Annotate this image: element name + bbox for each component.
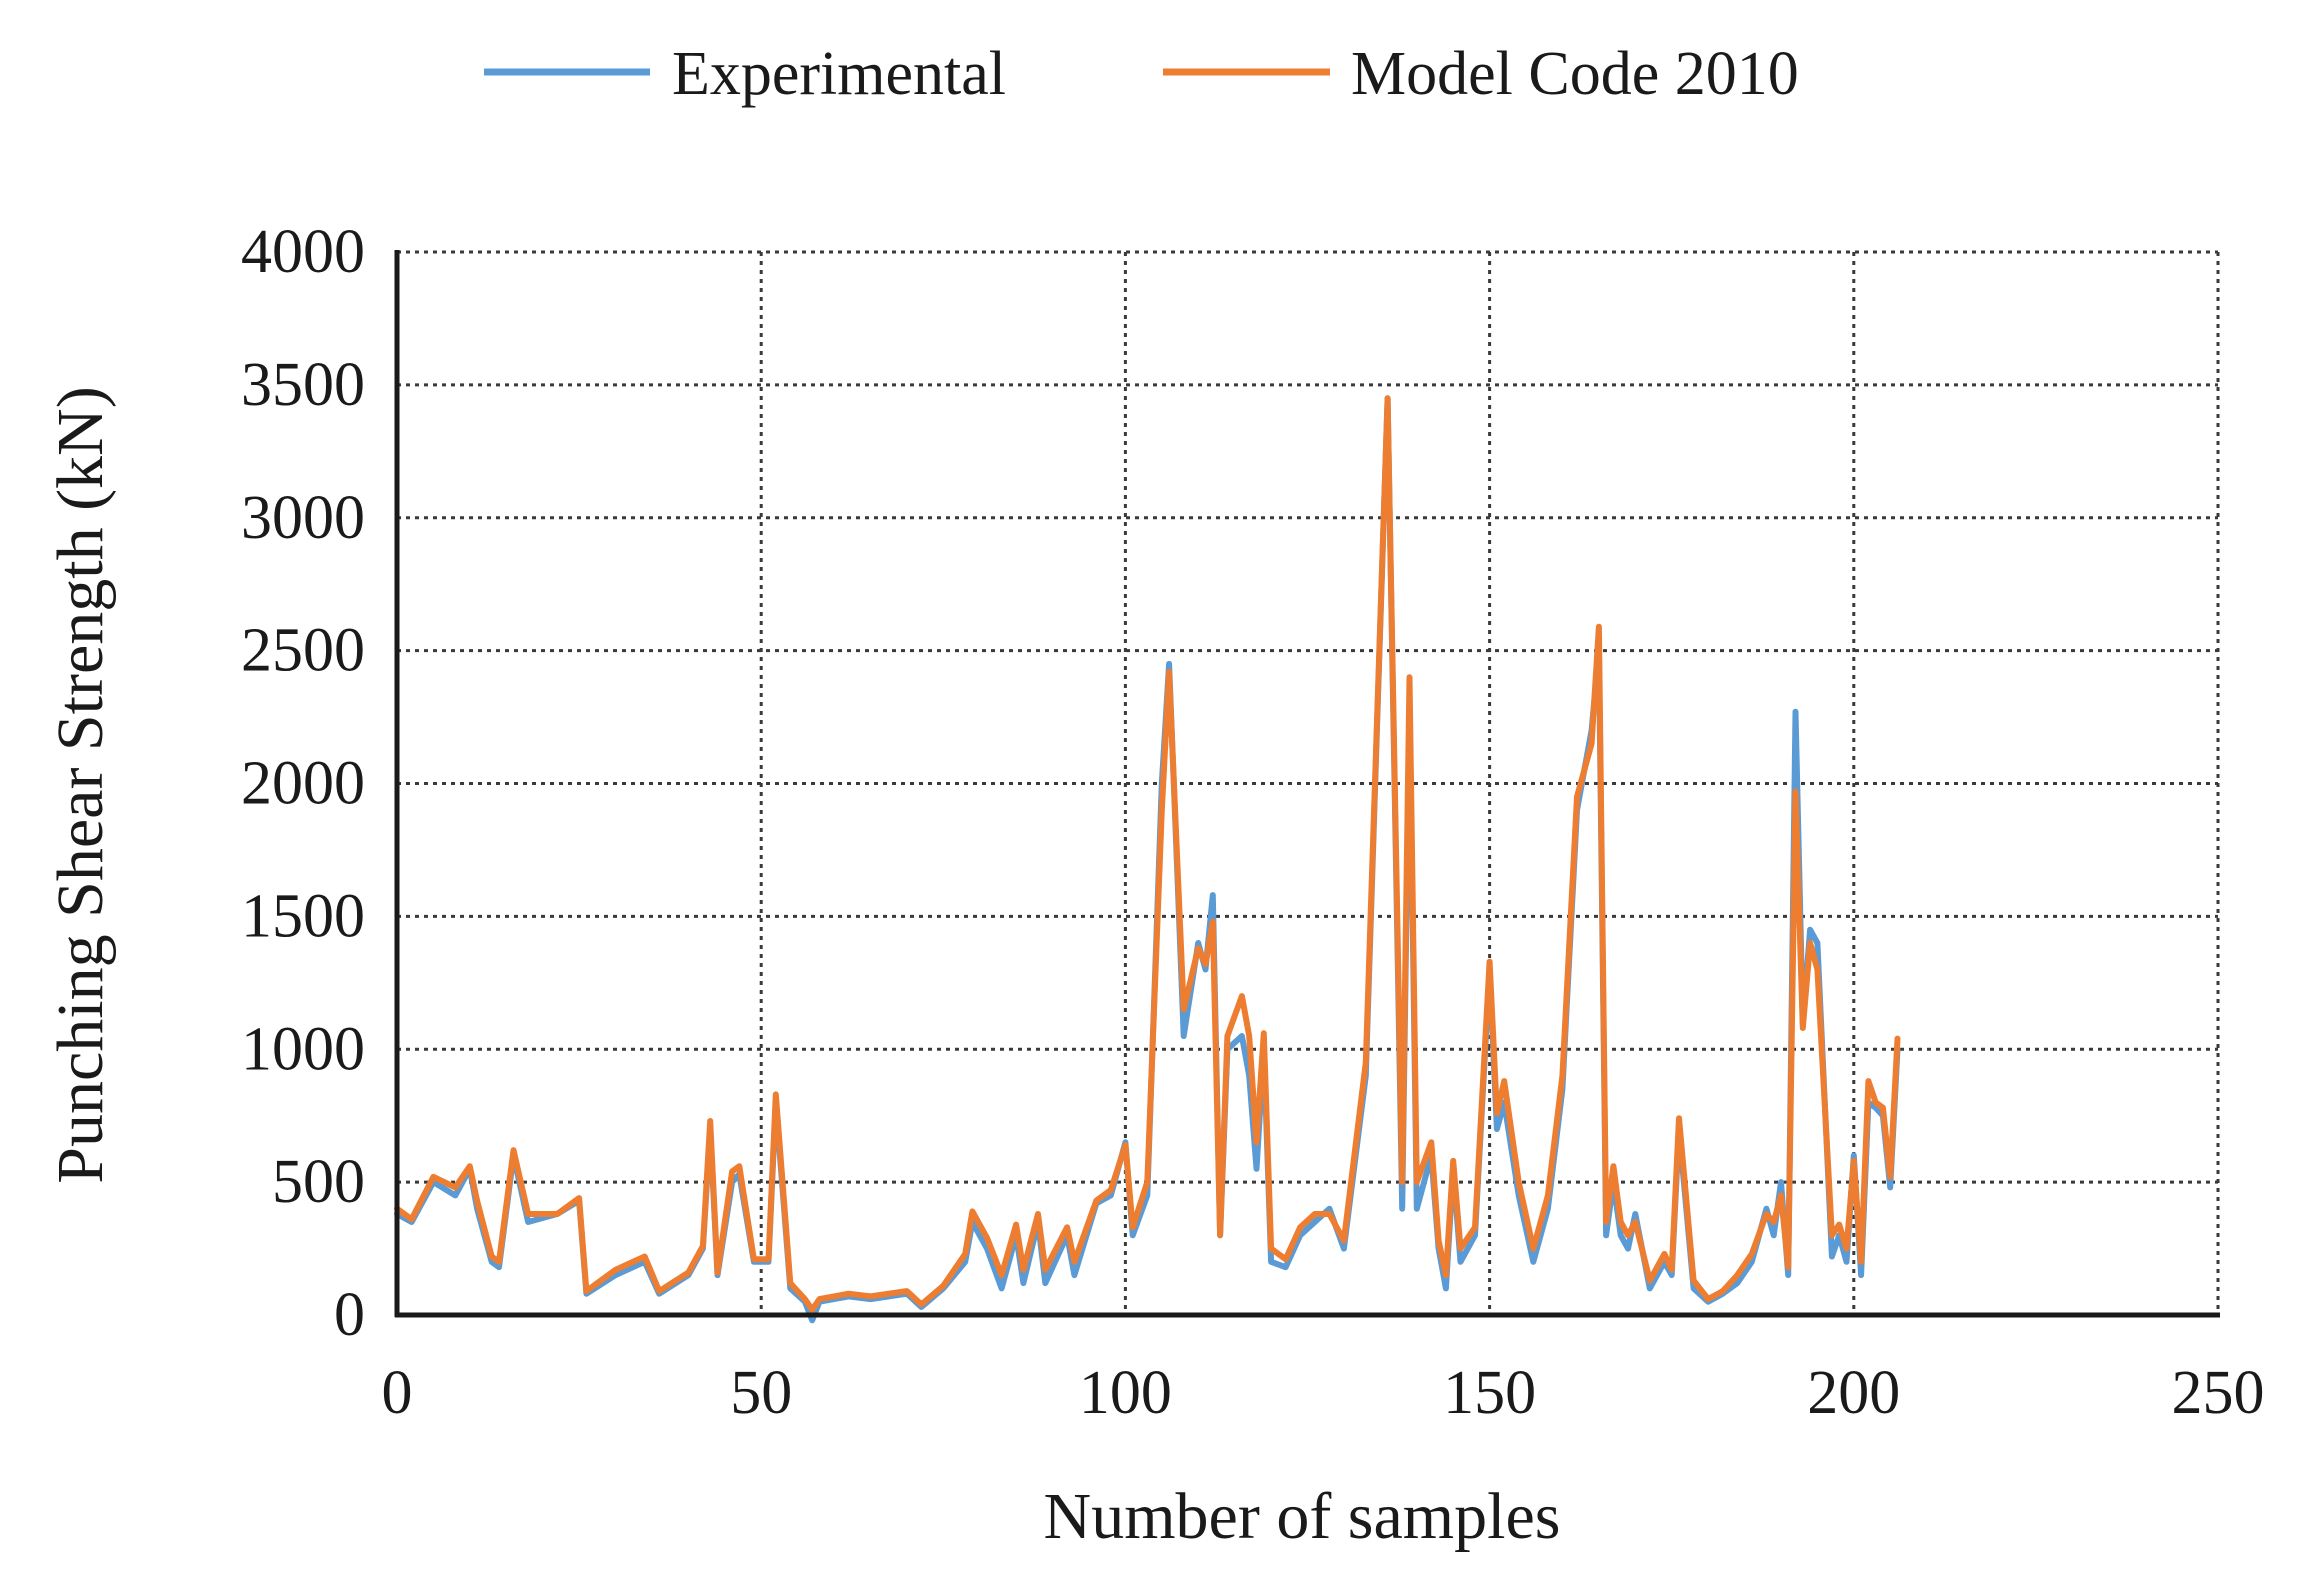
y-tick-label: 2000 <box>241 750 365 818</box>
y-tick-label: 500 <box>272 1148 365 1216</box>
tick-labels: 0 500 1000 1500 2000 2500 3000 3500 4000 0 50 100 15… <box>241 218 2265 1427</box>
axes <box>394 250 2220 1318</box>
x-axis-title: Number of samples <box>1044 1480 1561 1553</box>
y-axis-title: Punching Shear Strength (kN) <box>44 386 117 1183</box>
y-tick-label: 2500 <box>241 617 365 685</box>
gridlines <box>397 250 2220 1315</box>
series-line-model-code-2010 <box>394 395 1901 1313</box>
series-layer <box>394 395 1901 1324</box>
legend-label-experimental: Experimental <box>672 40 1006 108</box>
legend: Experimental Model Code 2010 <box>484 40 1799 108</box>
x-tick-label: 150 <box>1443 1359 1536 1427</box>
y-tick-label: 4000 <box>241 218 365 286</box>
x-tick-label: 200 <box>1807 1359 1900 1427</box>
x-tick-label: 0 <box>382 1359 413 1427</box>
y-tick-label: 0 <box>334 1281 365 1349</box>
y-tick-label: 1500 <box>241 882 365 950</box>
y-tick-label: 3000 <box>241 484 365 552</box>
y-tick-label: 3500 <box>241 351 365 419</box>
x-tick-label: 250 <box>2172 1359 2265 1427</box>
y-tick-label: 1000 <box>241 1015 365 1083</box>
legend-label-model-code-2010: Model Code 2010 <box>1351 40 1799 108</box>
x-tick-label: 100 <box>1079 1359 1172 1427</box>
x-tick-label: 50 <box>730 1359 792 1427</box>
